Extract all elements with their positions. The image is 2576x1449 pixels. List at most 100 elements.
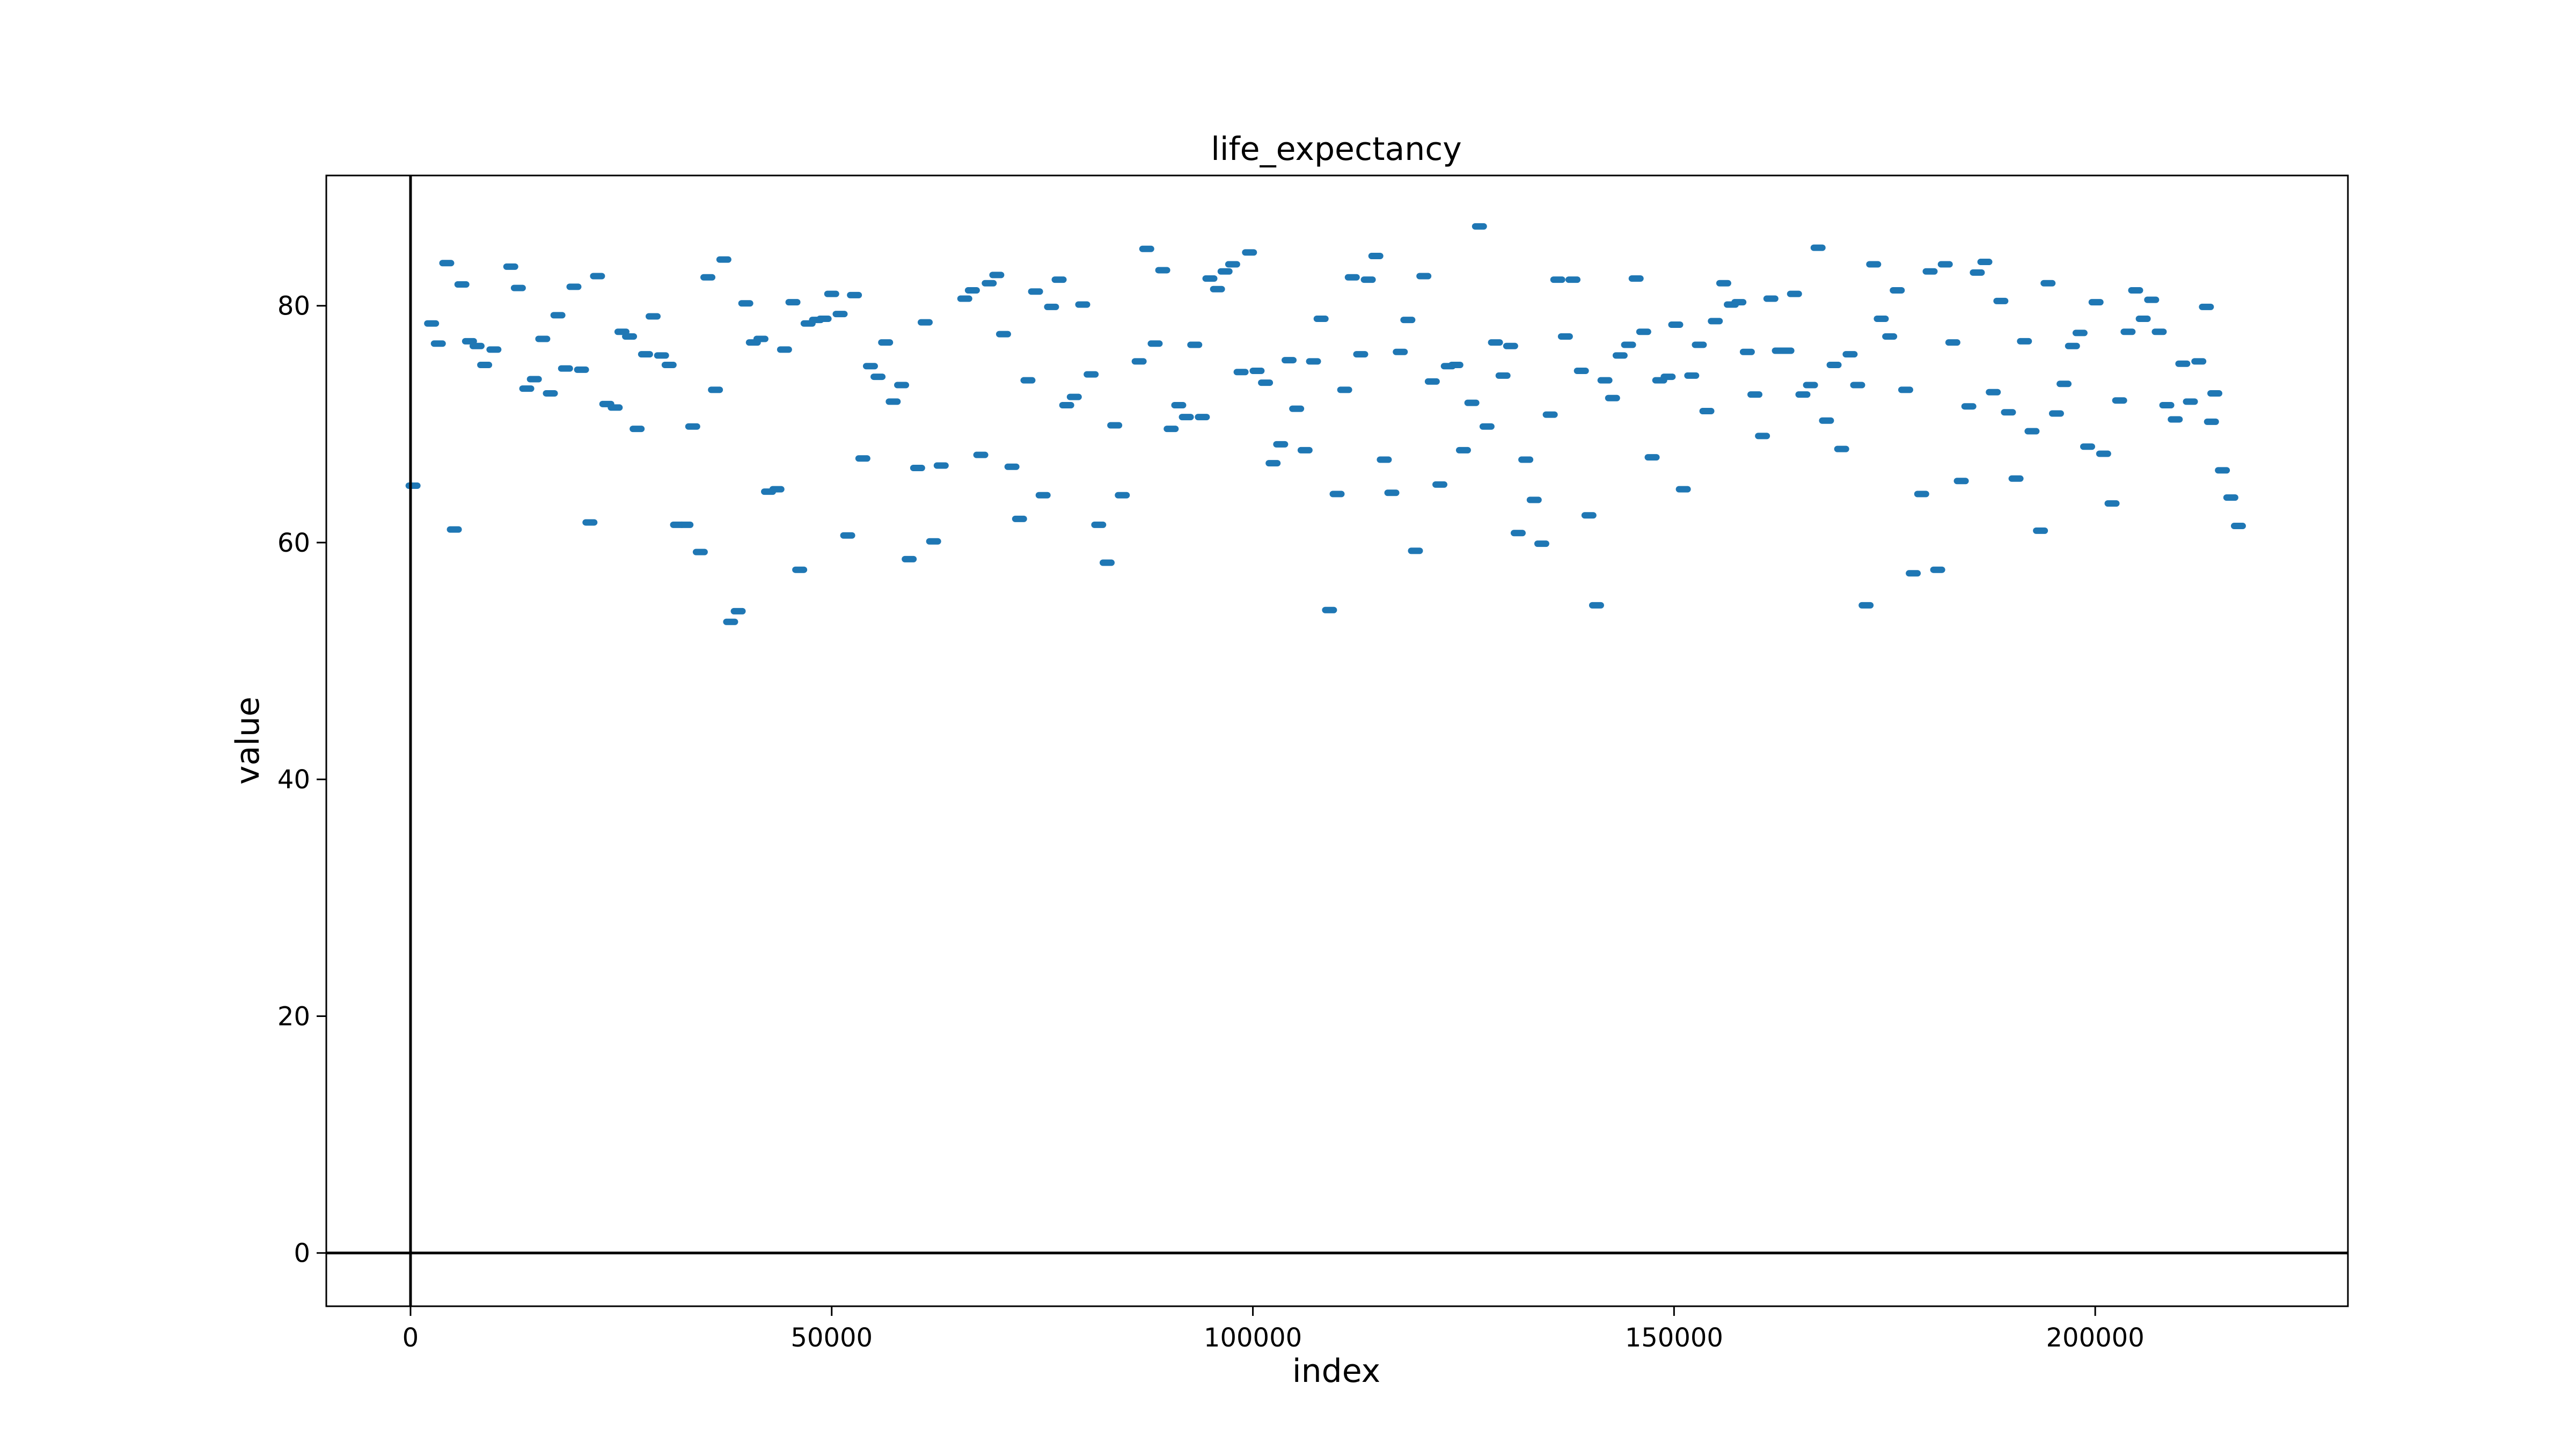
data-point xyxy=(1091,521,1107,528)
data-point xyxy=(1834,445,1849,452)
data-point xyxy=(2159,402,2175,409)
data-point xyxy=(2057,380,2072,387)
data-point xyxy=(957,295,972,302)
data-point xyxy=(816,315,832,322)
data-point xyxy=(1739,348,1755,355)
data-point xyxy=(2040,280,2056,287)
data-point xyxy=(1297,447,1313,453)
data-point xyxy=(550,312,566,319)
data-point xyxy=(1353,351,1368,358)
data-point xyxy=(645,313,661,320)
data-point xyxy=(917,319,933,326)
data-point xyxy=(1581,512,1597,519)
data-point xyxy=(1589,602,1604,609)
data-point xyxy=(1542,411,1558,418)
data-point xyxy=(824,290,839,297)
data-point xyxy=(2199,303,2214,310)
y-tick-label: 0 xyxy=(294,1239,310,1269)
data-point xyxy=(590,273,605,280)
y-tick-label: 80 xyxy=(277,291,310,321)
data-point xyxy=(1289,405,1305,412)
data-point xyxy=(2072,330,2088,336)
data-point xyxy=(477,362,493,369)
data-point xyxy=(558,365,573,372)
data-point xyxy=(574,366,589,373)
data-point xyxy=(566,283,582,290)
data-point xyxy=(1906,570,1921,577)
data-point xyxy=(1066,393,1082,400)
data-point xyxy=(730,608,746,614)
data-point xyxy=(510,284,526,291)
data-point xyxy=(503,263,518,270)
data-point xyxy=(973,451,989,458)
y-tick-label: 20 xyxy=(277,1001,310,1031)
data-point xyxy=(1574,368,1589,375)
data-point xyxy=(1890,287,1905,294)
data-point xyxy=(2144,296,2160,303)
data-point xyxy=(2017,338,2032,345)
data-point xyxy=(1171,402,1187,409)
data-point xyxy=(1210,286,1225,292)
data-point xyxy=(1930,566,1945,573)
data-point xyxy=(708,386,723,393)
data-point xyxy=(439,260,455,267)
data-point xyxy=(1408,547,1423,554)
data-point xyxy=(1716,280,1731,287)
data-point xyxy=(430,340,446,347)
x-tick-label: 0 xyxy=(402,1323,419,1353)
data-point xyxy=(1424,378,1440,385)
data-point xyxy=(1195,414,1210,421)
data-point xyxy=(2204,418,2219,425)
data-point xyxy=(1059,402,1074,409)
data-point xyxy=(2207,390,2223,397)
data-point xyxy=(2048,410,2064,417)
data-point xyxy=(902,555,917,562)
data-point xyxy=(894,382,910,389)
data-point xyxy=(1258,379,1274,386)
data-point xyxy=(1368,253,1384,260)
data-point xyxy=(2080,443,2095,450)
data-point xyxy=(678,521,694,528)
data-point xyxy=(1217,268,1233,275)
x-axis-label: index xyxy=(1292,1352,1380,1390)
y-axis-ticks: 0 20 40 60 80 xyxy=(277,291,326,1269)
x-tick-label: 150000 xyxy=(1625,1323,1723,1353)
data-point xyxy=(1360,276,1376,283)
data-point xyxy=(753,335,769,342)
data-point xyxy=(1020,377,1036,384)
data-point xyxy=(1898,386,1913,393)
data-point xyxy=(1479,423,1495,430)
y-tick-label: 60 xyxy=(277,528,310,558)
data-point xyxy=(1953,478,1969,485)
data-point xyxy=(1866,261,1882,268)
data-point xyxy=(1986,389,2001,396)
data-point xyxy=(996,331,1011,338)
data-point xyxy=(469,342,485,349)
data-point xyxy=(870,374,886,380)
data-point xyxy=(700,274,716,281)
data-point xyxy=(1628,275,1644,282)
data-point xyxy=(1432,481,1447,488)
data-point xyxy=(2120,328,2136,335)
data-point xyxy=(1937,261,1953,268)
data-point xyxy=(447,526,462,533)
data-point xyxy=(1803,382,1818,389)
data-point xyxy=(1534,540,1549,547)
data-point xyxy=(1249,368,1265,375)
data-point xyxy=(777,346,792,353)
data-point xyxy=(692,548,708,555)
data-point xyxy=(1795,391,1811,398)
data-point xyxy=(2096,450,2111,457)
data-point xyxy=(878,339,894,346)
data-point xyxy=(1993,297,2009,304)
data-point xyxy=(1163,426,1179,433)
data-point xyxy=(1518,456,1534,463)
data-point xyxy=(1416,273,1432,280)
data-point xyxy=(1306,358,1321,365)
data-point xyxy=(2191,358,2207,365)
data-point xyxy=(1322,606,1337,613)
data-point xyxy=(1636,328,1651,335)
data-point xyxy=(2135,315,2151,322)
